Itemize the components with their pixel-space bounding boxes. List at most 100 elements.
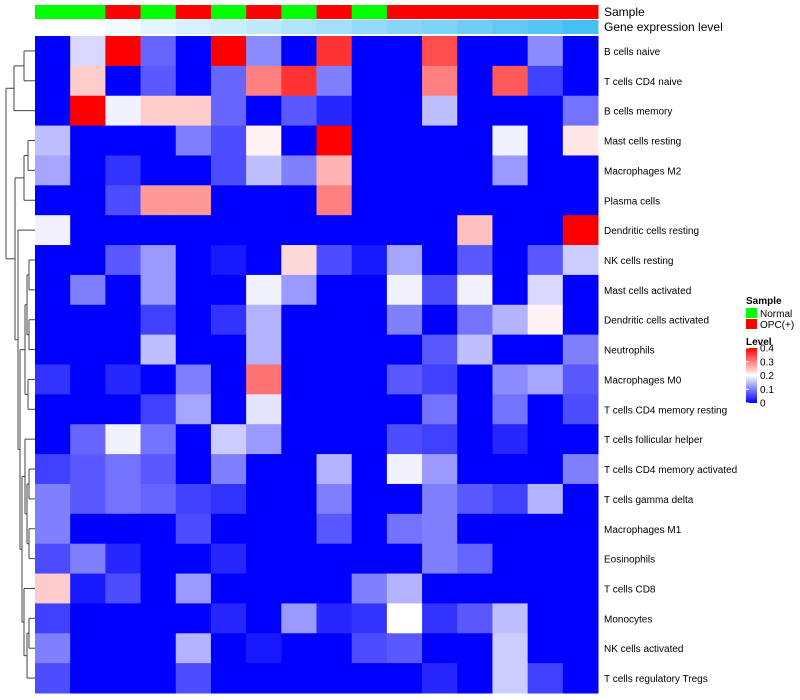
heatmap-cell bbox=[316, 483, 353, 515]
heatmap-cell bbox=[527, 603, 564, 634]
heatmap-cell bbox=[351, 513, 388, 545]
heatmap-cell bbox=[386, 65, 423, 97]
annotation-label-sample: Sample bbox=[604, 5, 645, 19]
heatmap-cell bbox=[457, 215, 493, 246]
legend-swatch-normal bbox=[746, 308, 757, 318]
heatmap-cell bbox=[105, 573, 142, 604]
heatmap-cell bbox=[70, 424, 106, 455]
row-label: Dendritic cells activated bbox=[604, 316, 709, 327]
heatmap-cell bbox=[246, 245, 282, 276]
heatmap-cell bbox=[422, 155, 458, 186]
heatmap-cell bbox=[527, 155, 564, 186]
heatmap-cell bbox=[351, 36, 388, 67]
annotation-sample-cell bbox=[422, 5, 458, 19]
heatmap-cell bbox=[351, 304, 388, 336]
heatmap-cell bbox=[492, 334, 529, 365]
heatmap-cell bbox=[140, 65, 177, 97]
heatmap-cell bbox=[492, 394, 529, 425]
heatmap-cell bbox=[140, 394, 177, 425]
heatmap-cell bbox=[316, 424, 353, 455]
heatmap-cell bbox=[351, 543, 388, 575]
heatmap-cell bbox=[35, 454, 71, 485]
row-label: Plasma cells bbox=[604, 196, 660, 207]
row-label: T cells CD4 memory activated bbox=[604, 465, 737, 476]
heatmap-cell bbox=[281, 215, 317, 246]
heatmap-cell bbox=[422, 274, 458, 306]
heatmap-cell bbox=[210, 364, 247, 395]
heatmap-cell bbox=[140, 483, 177, 515]
heatmap-cell bbox=[492, 543, 529, 575]
heatmap-cell bbox=[246, 95, 282, 127]
heatmap-cell bbox=[422, 663, 458, 694]
heatmap-cell bbox=[175, 36, 212, 67]
heatmap-cell bbox=[351, 424, 388, 455]
heatmap-cell bbox=[105, 513, 142, 545]
heatmap-cell bbox=[105, 424, 142, 455]
heatmap-cell bbox=[386, 394, 423, 425]
heatmap-cell bbox=[527, 364, 564, 395]
heatmap-cell bbox=[422, 125, 458, 156]
heatmap-cell bbox=[210, 483, 247, 515]
heatmap-cell bbox=[281, 394, 317, 425]
heatmap-cell bbox=[492, 483, 529, 515]
legend-label-normal: Normal bbox=[760, 309, 792, 320]
heatmap-cell bbox=[562, 424, 599, 455]
annotation-sample-cell bbox=[457, 5, 493, 19]
heatmap-cell bbox=[210, 125, 247, 156]
heatmap-cell bbox=[210, 36, 247, 67]
heatmap-cell bbox=[210, 155, 247, 186]
heatmap-cell bbox=[140, 274, 177, 306]
annotation-sample-cell bbox=[175, 5, 212, 19]
annotation-sample-cell bbox=[562, 5, 599, 19]
heatmap-cell bbox=[386, 125, 423, 156]
heatmap-cell bbox=[562, 125, 599, 156]
heatmap-cell bbox=[35, 394, 71, 425]
heatmap-cell bbox=[70, 573, 106, 604]
heatmap-cell bbox=[70, 274, 106, 306]
heatmap-cell bbox=[70, 483, 106, 515]
heatmap-cell bbox=[140, 334, 177, 365]
heatmap-cell bbox=[105, 304, 142, 336]
heatmap-cell bbox=[281, 304, 317, 336]
heatmap-cell bbox=[422, 603, 458, 634]
heatmap-cell bbox=[457, 364, 493, 395]
heatmap-cell bbox=[457, 633, 493, 664]
row-label: Macrophages M0 bbox=[604, 375, 682, 386]
heatmap-cell bbox=[386, 155, 423, 186]
heatmap-cell bbox=[210, 245, 247, 276]
heatmap-cells bbox=[35, 36, 599, 694]
heatmap-cell bbox=[246, 215, 282, 246]
heatmap-cell bbox=[105, 125, 142, 156]
heatmap-cell bbox=[246, 424, 282, 455]
annotation-expression-cell bbox=[351, 20, 388, 34]
heatmap-cell bbox=[210, 334, 247, 365]
heatmap-cell bbox=[527, 424, 564, 455]
heatmap-cell bbox=[492, 663, 529, 694]
heatmap-cell bbox=[351, 364, 388, 395]
row-dendrogram bbox=[5, 50, 35, 679]
heatmap-cell bbox=[140, 603, 177, 634]
row-labels: B cells naive T cells CD4 naive B cells me… bbox=[604, 47, 737, 685]
heatmap-cell bbox=[351, 95, 388, 127]
heatmap-cell bbox=[70, 185, 106, 216]
heatmap-cell bbox=[175, 334, 212, 365]
heatmap-cell bbox=[35, 65, 71, 97]
heatmap-cell bbox=[281, 633, 317, 664]
heatmap-cell bbox=[175, 65, 212, 97]
heatmap-cell bbox=[281, 364, 317, 395]
heatmap-cell bbox=[351, 663, 388, 694]
heatmap-cell bbox=[246, 663, 282, 694]
heatmap-cell bbox=[386, 483, 423, 515]
heatmap-cell bbox=[35, 245, 71, 276]
heatmap-cell bbox=[492, 304, 529, 336]
annotation-expression-cell bbox=[70, 20, 106, 34]
heatmap-cell bbox=[175, 245, 212, 276]
annotation-expression-cell bbox=[316, 20, 353, 34]
heatmap-cell bbox=[35, 215, 71, 246]
heatmap-cell bbox=[386, 513, 423, 545]
heatmap-cell bbox=[316, 633, 353, 664]
heatmap-cell bbox=[105, 663, 142, 694]
heatmap-cell bbox=[316, 215, 353, 246]
heatmap-cell bbox=[527, 274, 564, 306]
heatmap-cell bbox=[422, 215, 458, 246]
